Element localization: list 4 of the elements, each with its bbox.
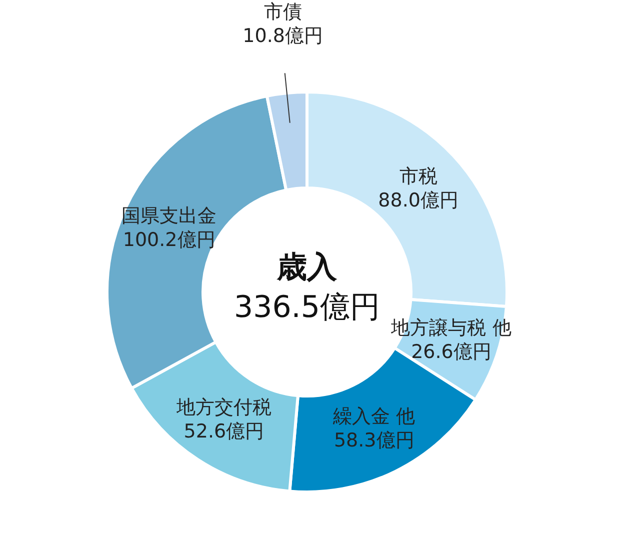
slice-label: 市債: [264, 1, 302, 24]
text: 歳入: [276, 250, 338, 285]
text: 336.5億円: [234, 290, 380, 325]
data-label: 10.8億円: [242, 25, 323, 48]
